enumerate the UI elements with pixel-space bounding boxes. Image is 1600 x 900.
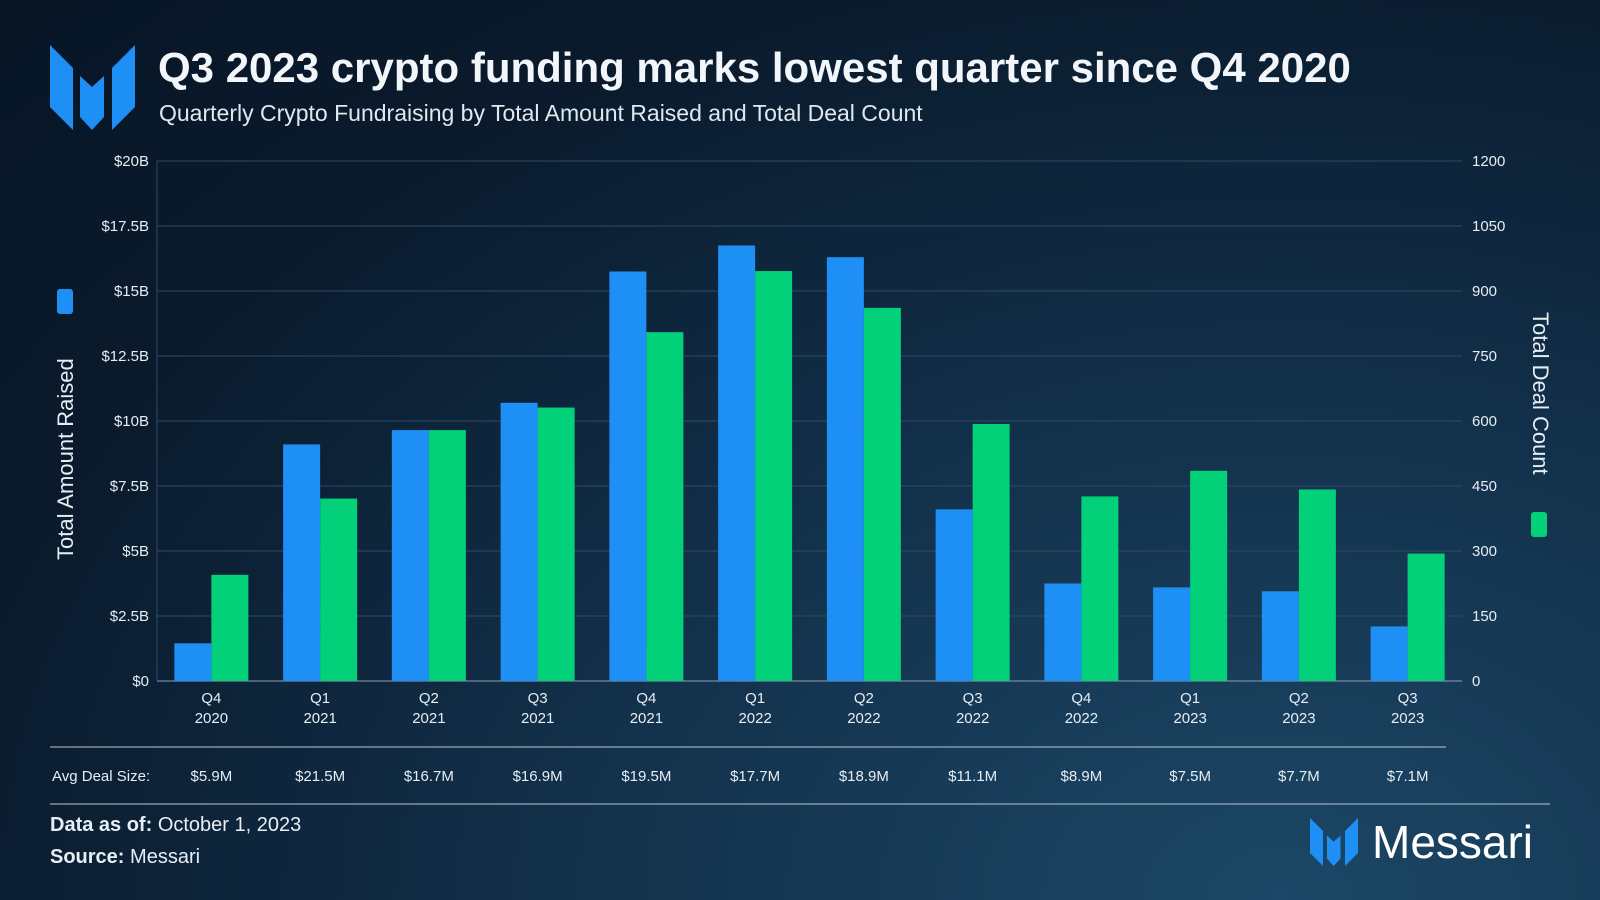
y-tick-label: $10B <box>114 413 149 430</box>
bar-deal-count <box>428 430 466 681</box>
avg-deal-size-value: $11.1M <box>948 768 997 785</box>
bar-amount-raised <box>1044 583 1082 681</box>
x-tick-label: 2021 <box>303 710 336 727</box>
avg-deal-size-value: $18.9M <box>839 768 889 785</box>
y2-tick-label: 450 <box>1472 478 1497 495</box>
x-tick-label: 2022 <box>1065 710 1098 727</box>
x-tick-label: 2023 <box>1391 710 1424 727</box>
bar-amount-raised <box>1153 587 1191 681</box>
bar-deal-count <box>1407 553 1445 681</box>
avg-deal-size-value: $7.5M <box>1169 768 1211 785</box>
y2-tick-label: 900 <box>1472 283 1497 300</box>
x-tick-label: Q2 <box>419 690 439 707</box>
y-tick-label: $17.5B <box>101 218 149 235</box>
x-tick-label: Q2 <box>1289 690 1309 707</box>
x-tick-label: 2021 <box>412 710 445 727</box>
x-tick-label: Q3 <box>528 690 548 707</box>
messari-logo-icon <box>50 45 135 130</box>
bar-deal-count <box>211 574 249 681</box>
y2-tick-label: 1200 <box>1472 153 1505 170</box>
avg-deal-size-value: $8.9M <box>1061 768 1103 785</box>
messari-logo-icon <box>1310 818 1358 866</box>
chart: $0 0 $2.5B 150 $5B 300 $7.5B 450 $10B 600 $12.5B 75… <box>50 153 1553 805</box>
avg-deal-size-label: Avg Deal Size: <box>52 768 150 785</box>
bar-deal-count <box>863 307 901 681</box>
x-tick-label: Q3 <box>1398 690 1418 707</box>
source: Source: Messari <box>50 846 200 869</box>
x-tick-label: 2022 <box>738 710 771 727</box>
y-axis-title: Total Amount Raised <box>53 358 78 560</box>
bar-deal-count <box>1081 496 1119 681</box>
x-tick-label: Q2 <box>854 690 874 707</box>
x-tick-label: Q1 <box>1180 690 1200 707</box>
x-tick-label: 2022 <box>956 710 989 727</box>
y2-tick-label: 150 <box>1472 608 1497 625</box>
bar-deal-count <box>646 332 684 681</box>
x-tick-label: Q1 <box>310 690 330 707</box>
y2-tick-label: 1050 <box>1472 218 1505 235</box>
bar-amount-raised <box>174 643 212 681</box>
source-value: Messari <box>130 846 201 868</box>
brand-name: Messari <box>1372 816 1534 868</box>
y2-tick-label: 600 <box>1472 413 1497 430</box>
y-tick-label: $7.5B <box>110 478 149 495</box>
bar-deal-count <box>972 424 1010 681</box>
data-as-of-value: October 1, 2023 <box>157 814 302 836</box>
bar-amount-raised <box>500 402 538 681</box>
x-tick-label: 2021 <box>630 710 663 727</box>
y-tick-label: $5B <box>122 543 149 560</box>
avg-deal-size-value: $7.7M <box>1278 768 1320 785</box>
bar-amount-raised <box>609 271 647 681</box>
x-tick-label: Q4 <box>1071 690 1091 707</box>
data-as-of: Data as of: October 1, 2023 <box>50 814 301 837</box>
legend-swatch-deal-count <box>1531 512 1547 537</box>
bar-deal-count <box>1190 470 1228 681</box>
y2-axis-title: Total Deal Count <box>1528 312 1553 475</box>
bar-amount-raised <box>283 444 321 681</box>
bar-deal-count <box>1298 489 1336 681</box>
y-tick-label: $12.5B <box>101 348 149 365</box>
x-tick-label: Q4 <box>636 690 656 707</box>
x-tick-label: 2021 <box>521 710 554 727</box>
source-label: Source: <box>50 846 125 868</box>
x-tick-label: Q3 <box>963 690 983 707</box>
avg-deal-size-value: $19.5M <box>621 768 671 785</box>
x-tick-label: 2023 <box>1173 710 1206 727</box>
chart-subtitle: Quarterly Crypto Fundraising by Total Am… <box>159 100 923 126</box>
bar-amount-raised <box>1370 626 1408 681</box>
bar-amount-raised <box>718 245 756 681</box>
x-tick-label: Q4 <box>201 690 221 707</box>
x-tick-label: 2022 <box>847 710 880 727</box>
y-tick-label: $20B <box>114 153 149 170</box>
bar-amount-raised <box>1261 591 1299 681</box>
messari-brand: Messari <box>1310 815 1533 869</box>
y-tick-label: $0 <box>132 673 149 690</box>
bar-deal-count <box>755 271 793 681</box>
avg-deal-size-value: $7.1M <box>1387 768 1429 785</box>
y-tick-label: $2.5B <box>110 608 149 625</box>
bar-amount-raised <box>935 509 973 681</box>
y-tick-label: $15B <box>114 283 149 300</box>
avg-deal-size-value: $5.9M <box>191 768 233 785</box>
avg-deal-size-value: $21.5M <box>295 768 345 785</box>
avg-deal-size-value: $16.9M <box>513 768 563 785</box>
y2-tick-label: 750 <box>1472 348 1497 365</box>
chart-title: Q3 2023 crypto funding marks lowest quar… <box>158 44 1351 91</box>
x-tick-label: Q1 <box>745 690 765 707</box>
x-tick-label: 2020 <box>195 710 228 727</box>
bar-amount-raised <box>391 430 429 681</box>
y2-tick-label: 300 <box>1472 543 1497 560</box>
data-as-of-label: Data as of: <box>50 814 153 836</box>
avg-deal-size-value: $16.7M <box>404 768 454 785</box>
bar-deal-count <box>537 407 575 681</box>
legend-swatch-amount-raised <box>57 289 73 314</box>
y2-tick-label: 0 <box>1472 673 1480 690</box>
bar-deal-count <box>320 498 358 681</box>
bar-amount-raised <box>826 257 864 681</box>
x-tick-label: 2023 <box>1282 710 1315 727</box>
avg-deal-size-value: $17.7M <box>730 768 780 785</box>
